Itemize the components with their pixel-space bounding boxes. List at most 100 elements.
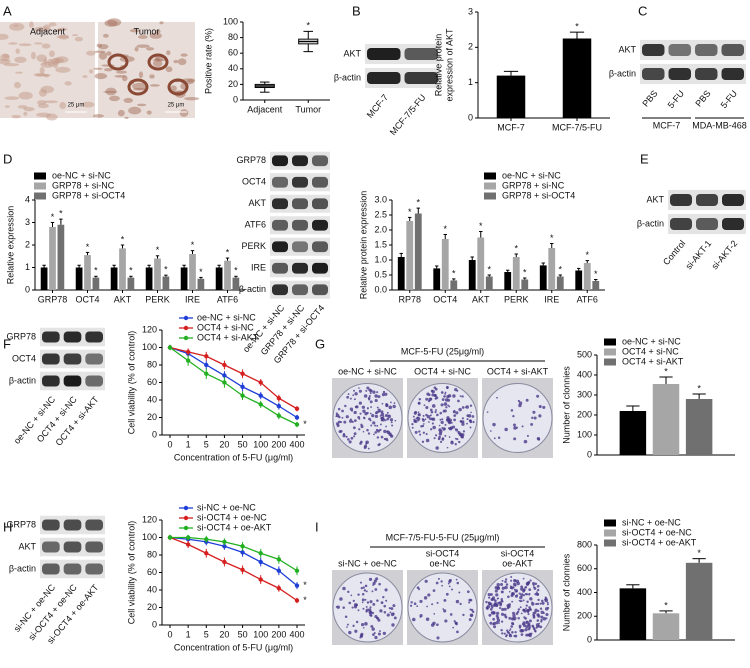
blot-row-label: GRP78: [6, 519, 36, 529]
colony: [498, 606, 502, 610]
significance-marker: *: [523, 267, 527, 277]
colony: [363, 417, 366, 420]
colony: [527, 624, 531, 628]
colony: [362, 607, 365, 610]
legend-label: si-OCT4 + oe-AKT: [197, 522, 272, 532]
colony: [525, 621, 530, 625]
point: [258, 402, 263, 407]
colony: [392, 612, 395, 615]
colony: [368, 577, 373, 581]
blot-band: [42, 331, 60, 343]
significance-marker: *: [697, 548, 701, 558]
group-label: MDA-MB-468: [692, 120, 747, 130]
bar: [397, 257, 405, 290]
colony: [517, 617, 520, 620]
colony: [532, 614, 536, 618]
colony: [438, 424, 441, 427]
colony: [349, 419, 353, 423]
colony: [444, 423, 447, 426]
colony: [425, 438, 430, 443]
tissue-texture: [55, 56, 69, 63]
dish: [482, 383, 553, 453]
legend-swatch: [34, 172, 46, 180]
point: [240, 393, 245, 398]
colony: [372, 584, 375, 586]
blot-band: [272, 155, 288, 167]
colony: [353, 419, 357, 423]
colony: [431, 404, 436, 408]
colony: [360, 635, 364, 638]
legend-marker: [183, 315, 189, 321]
colony: [385, 425, 387, 428]
point: [240, 544, 245, 549]
colony: [439, 418, 442, 421]
gland: [107, 53, 129, 71]
colony: [541, 601, 545, 605]
tissue-texture: [187, 78, 196, 83]
colony: [535, 602, 538, 606]
colony: [533, 416, 537, 420]
colony: [513, 616, 517, 620]
colony: [440, 403, 444, 407]
x-tick-label: 5: [204, 629, 209, 639]
colony: [360, 423, 363, 427]
colony: [497, 601, 501, 605]
y-tick-label: 0: [233, 94, 238, 104]
blot-band: [42, 563, 60, 575]
bar: [127, 277, 135, 290]
tissue-texture: [133, 88, 147, 91]
colony: [506, 604, 510, 608]
colony: [343, 420, 347, 424]
point: [276, 568, 282, 573]
line: [169, 346, 298, 419]
tissue-texture: [136, 44, 150, 48]
blot-lane-label: 5-FU: [719, 88, 740, 110]
bar: [232, 277, 240, 290]
colony: [487, 592, 491, 597]
colony: [508, 633, 512, 636]
colony: [503, 607, 507, 611]
colony: [510, 593, 514, 598]
colony: [503, 613, 507, 617]
y-tick-label: 20: [147, 602, 157, 612]
y-tick-label: 0: [587, 634, 592, 644]
colony: [494, 599, 497, 603]
colony: [469, 598, 473, 602]
colony: [494, 589, 498, 593]
colony: [375, 577, 379, 581]
colony: [469, 404, 473, 407]
x-tick-label: 20: [219, 629, 229, 639]
y-tick-label: 400: [577, 369, 592, 379]
colony: [542, 617, 547, 621]
blot-band: [63, 331, 82, 343]
y-tick-label: 800: [577, 539, 592, 549]
blot-band: [272, 262, 288, 274]
tissue-texture: [134, 46, 139, 52]
colony: [364, 411, 368, 416]
gland: [167, 78, 189, 96]
tissue-texture: [55, 66, 71, 73]
colony: [346, 626, 348, 628]
y-axis-label: Relative protein: [433, 34, 443, 97]
colony: [371, 413, 375, 418]
dish-label: si-NC + oe-NC: [338, 558, 397, 568]
point: [294, 422, 300, 427]
colony: [426, 392, 430, 396]
colony: [373, 631, 376, 635]
colony: [424, 418, 427, 421]
tissue-texture: [48, 22, 57, 27]
point: [294, 598, 300, 603]
colony: [384, 392, 388, 396]
colony: [360, 440, 363, 444]
colony: [526, 608, 530, 612]
micrograph-label: Adjacent: [30, 26, 66, 36]
legend-swatch: [604, 338, 616, 346]
colony: [349, 397, 352, 400]
colony: [440, 391, 444, 394]
colony: [434, 387, 438, 391]
colony: [377, 443, 381, 447]
y-tick-label: 3: [25, 217, 30, 227]
colony: [425, 397, 429, 401]
bar: [92, 277, 100, 290]
colony: [449, 613, 453, 616]
